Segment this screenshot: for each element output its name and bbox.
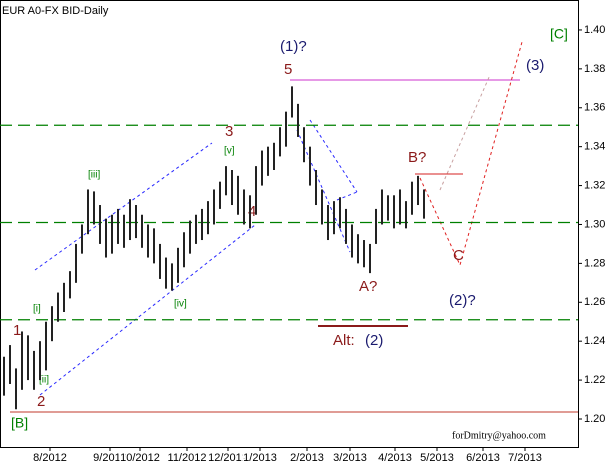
footer: forDmitry@yahoo.com [452,430,546,441]
plot-frame [0,0,579,448]
y-tick-label: 1.34 [584,141,605,153]
wave-label: (2) [365,332,383,349]
y-tick-label: 1.28 [584,257,605,269]
wave-label: [C] [550,26,568,42]
chart-title: EUR A0-FX BID-Daily [2,5,109,17]
x-tick-label: 11/2012 [168,452,207,464]
wave-label: (2)? [449,292,476,309]
y-tick-label: 1.26 [584,296,605,308]
y-tick-label: 1.20 [584,413,605,425]
wave-label: [B] [11,415,28,431]
x-tick-label: 5/2013 [420,452,454,464]
drawings [10,41,578,413]
wave-label: 4 [248,203,256,220]
x-tick-label: 1/2013 [243,452,277,464]
x-tick-label: 10/2012 [120,452,160,464]
wave-label: B? [408,149,426,166]
wave-label: (1)? [280,38,307,55]
channel-line [296,129,351,253]
y-tick-label: 1.40 [584,24,605,36]
wave-label: [ii] [39,375,49,386]
y-tick-label: 1.22 [584,374,605,386]
x-tick-label: 4/2013 [378,452,412,464]
y-tick-label: 1.32 [584,179,605,191]
wave-label: (3) [526,57,544,74]
wave-label: 1 [13,322,21,339]
x-tick-label: 7/2013 [508,452,542,464]
wave-label: [i] [33,304,41,315]
wave-label: 5 [284,61,292,78]
channel-line [309,119,358,193]
wave-label: [iii] [88,170,100,181]
wave-label: C [453,247,464,264]
x-tick-label: 12/2012 [208,452,248,464]
wave-label: 2 [37,393,45,410]
x-tick-label: 9/2012 [93,452,127,464]
wave-label: [v] [224,146,235,157]
y-tick-label: 1.38 [584,63,605,75]
x-tick-label: 6/2013 [466,452,500,464]
wave-label: A? [359,278,377,295]
wave-label: 3 [225,123,233,140]
wave-label: [iv] [174,299,187,310]
x-tick-label: 2/2013 [290,452,324,464]
projection [419,41,523,267]
y-tick-label: 1.30 [584,218,605,230]
x-tick-label: 8/2012 [33,452,67,464]
channel-line [34,142,213,271]
wave-label: Alt: [333,332,355,349]
y-tick-label: 1.24 [584,335,605,347]
projection [439,74,491,191]
x-tick-label: 3/2013 [333,452,367,464]
channel-line [39,224,256,396]
y-tick-label: 1.36 [584,102,605,114]
